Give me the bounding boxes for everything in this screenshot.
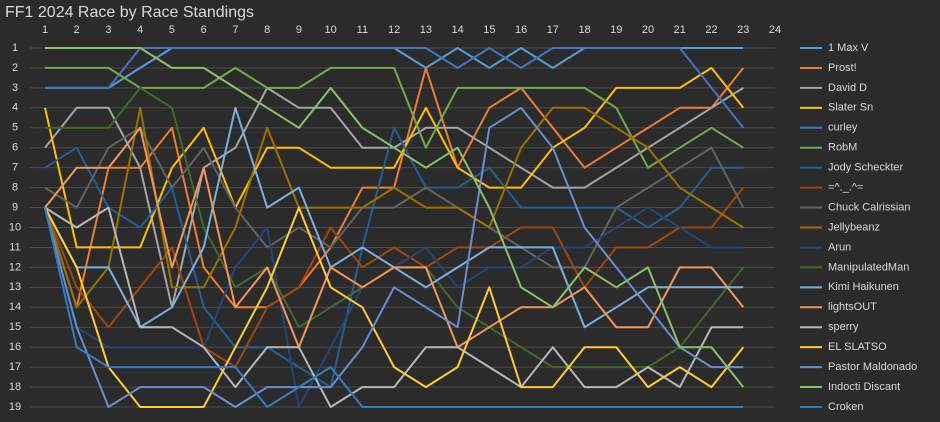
x-tick-label: 6 [201,24,207,36]
y-tick-label: 3 [12,82,18,94]
x-tick-label: 11 [357,24,368,36]
series-line [45,47,745,388]
x-tick-label: 13 [420,24,432,36]
y-tick-label: 8 [12,182,18,194]
x-tick-label: 20 [642,24,654,36]
legend-label: Jody Scheckter [828,162,904,174]
x-tick-label: 22 [705,24,717,36]
x-tick-label: 23 [737,24,749,36]
x-tick-label: 10 [325,24,337,36]
x-tick-label: 17 [547,24,559,36]
legend-label: Jellybeanz [828,221,880,233]
legend-label: lightsOUT [828,301,877,313]
legend-label: David D [828,82,867,94]
chart-title: FF1 2024 Race by Race Standings [5,4,254,21]
legend-label: Indocti Discant [828,381,900,393]
series-line [44,207,744,408]
series-line [45,66,744,169]
series-line [44,126,745,269]
y-tick-label: 15 [9,321,21,333]
x-tick-label: 21 [674,24,686,36]
y-tick-label: 13 [9,281,21,293]
x-tick-label: 14 [451,24,463,36]
x-tick-label: 19 [610,24,622,36]
y-tick-label: 4 [12,102,18,114]
legend-label: Kimi Haikunen [828,281,899,293]
series-line [44,206,745,408]
y-tick-label: 12 [9,261,21,273]
legend-label: Slater Sn [828,102,873,114]
series-line [44,66,745,249]
x-tick-label: 24 [769,24,781,36]
series-line [44,106,744,309]
y-tick-label: 16 [9,341,21,353]
legend-label: Prost! [828,62,857,74]
legend-label: sperry [828,321,859,333]
x-tick-label: 2 [74,24,80,36]
x-tick-label: 7 [232,24,238,36]
x-tick-label: 4 [137,24,143,36]
y-tick-label: 1 [12,42,18,54]
legend-label: Pastor Maldonado [828,361,917,373]
y-tick-label: 11 [9,241,20,253]
x-tick-label: 3 [105,24,111,36]
y-tick-label: 10 [9,221,21,233]
legend-label: Chuck Calrissian [828,201,911,213]
series-line [44,206,744,408]
y-tick-label: 19 [9,401,21,413]
x-tick-label: 1 [42,24,48,36]
legend-label: RobM [828,142,857,154]
legend-label: EL SLATSO [828,341,887,353]
y-tick-label: 9 [12,201,18,213]
legend-label: ManipulatedMan [828,261,909,273]
series-line [44,126,745,349]
x-tick-label: 18 [578,24,590,36]
legend-label: =^._.^= [828,182,863,194]
series-line [44,186,745,369]
y-tick-label: 7 [12,162,18,174]
legend-label: Arun [828,241,851,253]
y-tick-label: 14 [9,301,21,313]
x-tick-label: 9 [296,24,302,36]
x-tick-label: 16 [515,24,527,36]
y-tick-label: 6 [12,142,18,154]
x-tick-label: 8 [264,24,270,36]
legend-label: curley [828,122,858,134]
y-tick-label: 2 [12,62,18,74]
x-tick-label: 5 [169,24,175,36]
y-tick-label: 5 [12,122,18,134]
series-line [44,126,744,389]
x-tick-label: 12 [388,24,400,36]
x-tick-label: 15 [483,24,495,36]
legend-label: 1 Max V [828,42,869,54]
series-line [45,47,745,129]
legend-label: Croken [828,401,863,413]
y-tick-label: 18 [9,381,21,393]
y-tick-label: 17 [9,361,21,373]
